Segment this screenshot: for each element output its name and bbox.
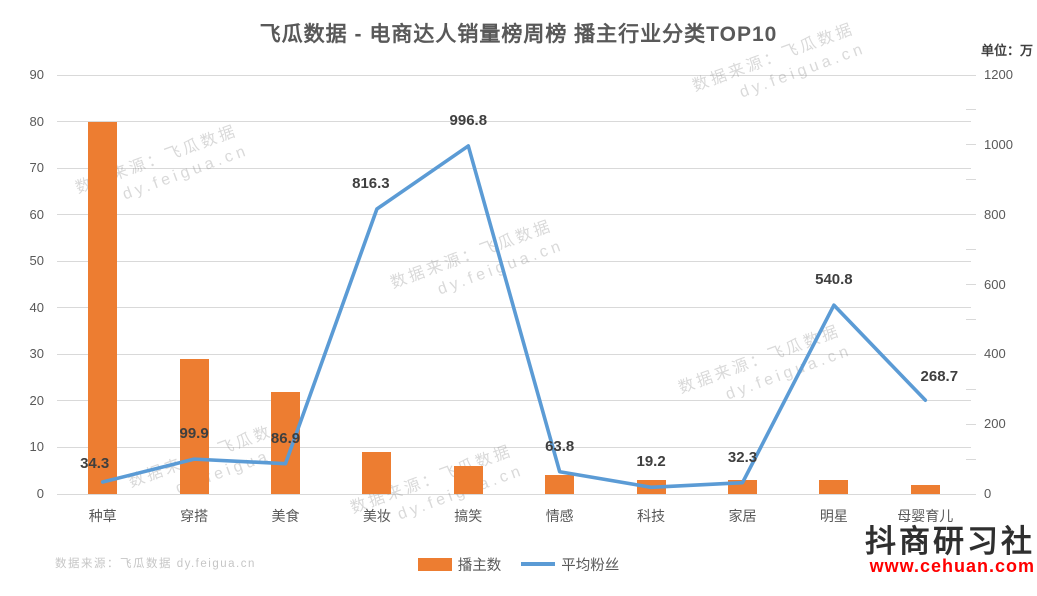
left-axis-tick-label: 10 [29,439,44,455]
x-axis-label-家居: 家居 [728,508,757,524]
right-axis-tick [966,74,976,76]
left-axis-tick-label: 70 [29,160,44,176]
left-axis-tick-label: 60 [29,206,44,222]
left-axis-tick-label: 40 [29,299,44,315]
gridline [57,121,971,123]
bar-家居 [728,480,757,494]
data-label-科技: 19.2 [636,453,666,471]
legend-item-line-series: 平均粉丝 [521,554,619,575]
chart-legend: 播主数 平均粉丝 [0,551,1037,577]
x-axis-label-穿搭: 穿搭 [180,508,209,524]
right-axis-unit-label: 单位：万 [980,43,1033,58]
right-axis-tick-label: 600 [984,276,1006,292]
data-label-种草: 34.3 [80,455,110,473]
right-axis-tick-label: 400 [984,346,1006,362]
x-axis-label-母婴育儿: 母婴育儿 [897,508,954,524]
watermark-line1: 数据来源：飞瓜数据 [388,217,555,293]
watermark-line2: dy.feigua.cn [723,341,855,404]
x-axis-label-种草: 种草 [88,508,117,524]
bar-明星 [819,480,849,494]
right-axis-tick [966,423,976,425]
right-axis-tick [966,388,976,390]
bar-series-swatch-icon [417,557,452,571]
stamp-brand-text: 抖商研习社 [865,524,1035,559]
data-label-明星: 540.8 [815,271,853,289]
data-label-美食: 86.9 [270,429,301,447]
data-label-穿搭: 99.9 [179,425,209,443]
watermark-diagonal: 数据来源：飞瓜数据 dy.feigua.cn [388,214,568,315]
chart-title: 飞瓜数据 - 电商达人销量榜周榜 播主行业分类TOP10 [259,23,778,46]
watermark-diagonal: 数据来源：飞瓜数据 dy.feigua.cn [676,319,856,420]
right-axis-tick-label: 1200 [984,67,1013,82]
line-series-swatch-icon [521,562,556,566]
data-label-家居: 32.3 [727,448,758,466]
right-axis-tick [966,284,976,285]
right-axis-tick [966,493,976,495]
watermark-line1: 数据来源：飞瓜数据 [676,322,843,398]
left-axis-tick-label: 30 [29,346,44,362]
right-axis-tick [966,458,976,460]
x-axis-label-美食: 美食 [271,508,300,524]
right-axis-tick [966,318,976,320]
x-axis-label-科技: 科技 [637,508,666,524]
stamp-url-text: www.cehuan.com [869,556,1035,576]
right-axis-tick [966,179,976,181]
right-axis-tick-label: 200 [984,416,1006,432]
data-label-美妆: 816.3 [352,174,390,192]
gridline [57,307,971,309]
gridline [57,214,971,216]
bar-科技 [636,480,666,494]
right-axis-tick-label: 800 [984,206,1006,222]
right-axis-tick [966,353,976,355]
watermark-line2: dy.feigua.cn [435,236,567,299]
gridline [57,493,971,495]
x-axis-label-美妆: 美妆 [362,508,391,524]
bar-情感 [545,475,575,494]
left-axis-tick-label: 50 [29,253,44,269]
right-axis-tick [966,249,976,251]
gridline [57,167,971,169]
left-axis-tick-label: 20 [29,392,44,408]
gridline [57,260,971,262]
left-axis-tick-label: 0 [36,486,44,501]
legend-line-label: 平均粉丝 [561,557,620,574]
legend-bar-label: 播主数 [457,557,502,574]
left-axis-tick-label: 90 [29,67,44,82]
watermark-line2: dy.feigua.cn [120,141,252,204]
data-source-watermark: 数据来源：飞瓜数据 dy.feigua.cn [55,558,256,570]
bar-母婴育儿 [910,484,940,494]
right-axis-tick [966,109,976,111]
gridline [57,353,971,355]
x-axis-label-情感: 情感 [545,508,574,524]
data-label-搞笑: 996.8 [449,111,488,129]
x-axis-label-明星: 明星 [819,508,848,524]
gridline [57,74,971,76]
right-axis-tick [966,214,976,216]
bar-搞笑 [453,466,483,494]
x-axis-label-搞笑: 搞笑 [454,508,483,524]
data-label-情感: 63.8 [545,437,575,455]
right-axis-tick-label: 0 [984,486,992,501]
right-axis-tick [966,144,976,146]
legend-item-bar-series: 播主数 [417,554,502,575]
bar-种草 [88,121,118,494]
left-axis-tick-label: 80 [29,113,44,129]
data-label-母婴育儿: 268.7 [920,368,959,386]
right-axis-tick-label: 1000 [984,136,1013,152]
bar-美妆 [362,452,392,494]
